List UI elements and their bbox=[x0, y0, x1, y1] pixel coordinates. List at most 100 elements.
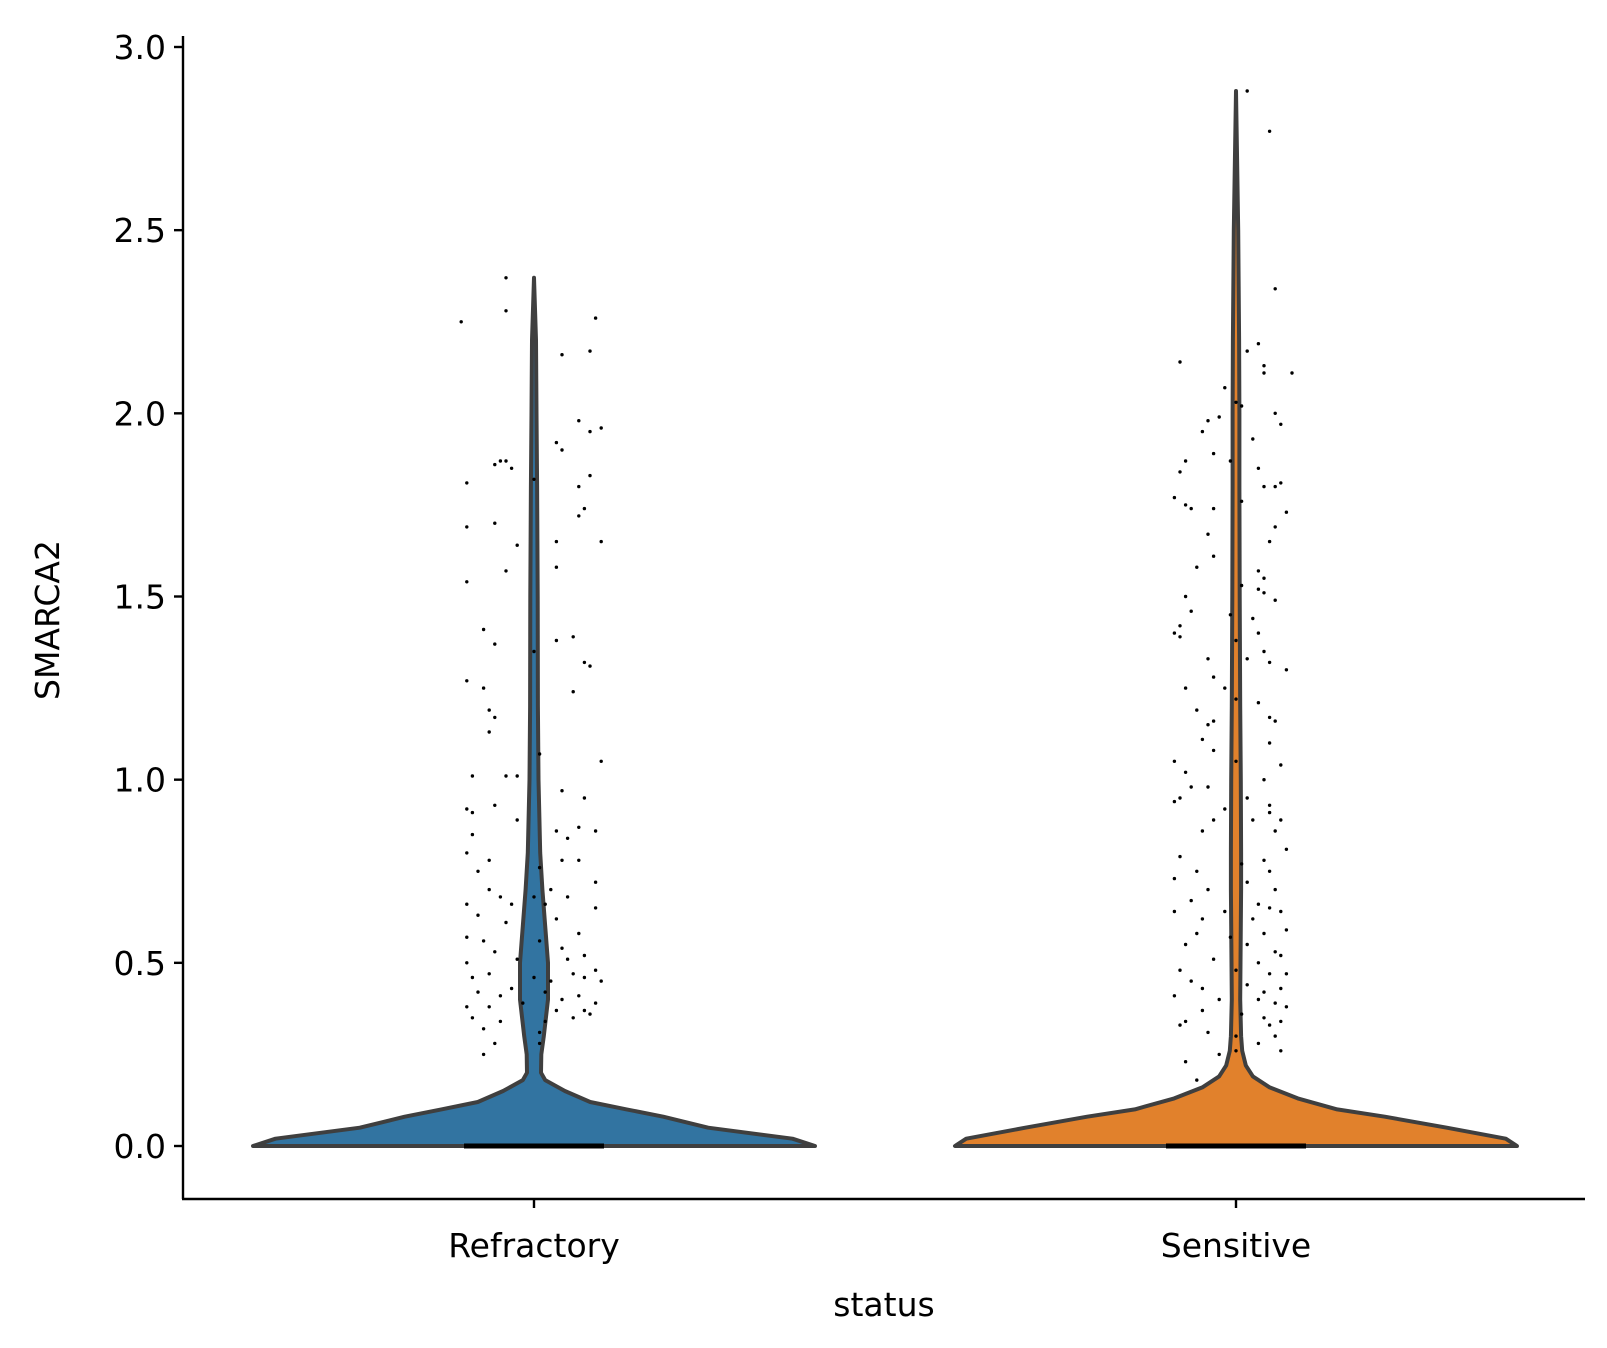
data-point bbox=[1279, 909, 1283, 914]
data-point bbox=[481, 1052, 486, 1057]
data-point bbox=[509, 986, 514, 991]
data-point bbox=[1267, 539, 1272, 544]
data-point bbox=[1262, 576, 1266, 580]
data-point bbox=[1223, 386, 1227, 390]
data-point bbox=[504, 276, 508, 280]
data-point bbox=[1200, 986, 1205, 991]
data-point bbox=[1178, 968, 1182, 972]
data-point bbox=[1183, 942, 1188, 947]
data-point bbox=[1178, 470, 1182, 474]
data-point bbox=[577, 419, 581, 423]
data-point bbox=[577, 931, 581, 936]
data-point bbox=[560, 789, 564, 793]
data-point bbox=[459, 320, 463, 324]
violin-refractory bbox=[251, 275, 817, 1148]
data-point bbox=[465, 679, 469, 683]
data-point bbox=[1178, 635, 1182, 639]
data-point bbox=[582, 953, 587, 958]
data-point bbox=[470, 975, 475, 980]
data-point bbox=[1178, 360, 1182, 364]
data-point bbox=[1200, 429, 1205, 434]
data-point bbox=[493, 462, 497, 467]
data-point bbox=[470, 1016, 475, 1020]
data-point bbox=[1267, 715, 1272, 720]
data-point bbox=[593, 880, 598, 884]
data-point bbox=[1211, 506, 1216, 511]
data-point bbox=[1189, 506, 1193, 511]
y-tick-label: 2.0 bbox=[114, 394, 166, 433]
data-point bbox=[1178, 854, 1182, 859]
data-point bbox=[487, 708, 491, 712]
data-point bbox=[476, 869, 480, 873]
data-point bbox=[487, 887, 491, 892]
data-point bbox=[1273, 829, 1277, 833]
data-point bbox=[1273, 719, 1277, 723]
data-point bbox=[554, 539, 559, 544]
data-point bbox=[582, 660, 587, 665]
y-tick-label: 0.0 bbox=[114, 1127, 166, 1166]
data-point bbox=[1256, 902, 1261, 906]
violins-layer bbox=[251, 89, 1519, 1149]
data-point bbox=[504, 774, 508, 778]
data-point bbox=[1256, 961, 1261, 965]
data-point bbox=[1284, 928, 1289, 932]
data-point bbox=[554, 829, 559, 833]
data-point bbox=[593, 1001, 598, 1005]
data-point bbox=[577, 514, 581, 518]
data-point bbox=[1284, 668, 1289, 672]
data-point bbox=[1279, 763, 1283, 767]
data-point bbox=[470, 832, 475, 837]
data-point bbox=[1178, 624, 1182, 628]
data-point bbox=[560, 997, 564, 1002]
data-point bbox=[1211, 675, 1216, 679]
y-tick-label: 2.5 bbox=[114, 211, 166, 250]
data-point bbox=[1262, 484, 1266, 489]
data-point bbox=[554, 565, 559, 569]
data-point bbox=[1245, 796, 1249, 800]
data-point bbox=[588, 429, 592, 434]
data-point bbox=[543, 902, 547, 906]
data-point bbox=[593, 829, 598, 833]
data-point bbox=[1262, 591, 1266, 595]
data-point bbox=[1245, 942, 1249, 947]
data-point bbox=[1200, 917, 1205, 921]
data-point bbox=[582, 506, 587, 511]
data-point bbox=[1206, 1030, 1210, 1035]
data-point bbox=[1178, 1023, 1182, 1027]
data-point bbox=[465, 807, 469, 811]
data-point bbox=[1189, 785, 1193, 789]
data-point bbox=[504, 569, 508, 573]
data-point bbox=[1183, 1019, 1188, 1024]
data-point bbox=[498, 994, 503, 998]
data-point bbox=[1262, 778, 1266, 782]
data-point bbox=[465, 935, 469, 939]
data-point bbox=[1195, 1078, 1199, 1082]
data-point bbox=[599, 979, 603, 983]
data-point bbox=[1245, 983, 1249, 987]
data-point bbox=[593, 316, 598, 320]
data-point bbox=[481, 686, 486, 690]
data-point bbox=[537, 865, 542, 870]
data-point bbox=[1183, 1060, 1188, 1064]
data-point bbox=[1211, 818, 1216, 822]
data-point bbox=[532, 649, 536, 654]
data-point bbox=[493, 642, 497, 646]
data-point bbox=[1234, 1034, 1238, 1038]
data-point bbox=[1262, 649, 1266, 654]
data-point bbox=[1234, 638, 1238, 643]
data-point bbox=[1211, 554, 1216, 558]
data-point bbox=[1239, 583, 1244, 588]
data-point bbox=[1279, 481, 1283, 485]
data-point bbox=[1172, 994, 1177, 998]
data-point bbox=[1223, 807, 1227, 811]
data-point bbox=[465, 961, 469, 965]
data-point bbox=[1256, 631, 1261, 635]
data-point bbox=[1223, 909, 1227, 914]
data-point bbox=[1172, 759, 1177, 763]
data-point bbox=[582, 796, 587, 800]
data-point bbox=[1211, 719, 1216, 723]
data-point bbox=[549, 979, 553, 983]
data-point bbox=[582, 975, 587, 980]
data-point bbox=[1245, 349, 1249, 353]
